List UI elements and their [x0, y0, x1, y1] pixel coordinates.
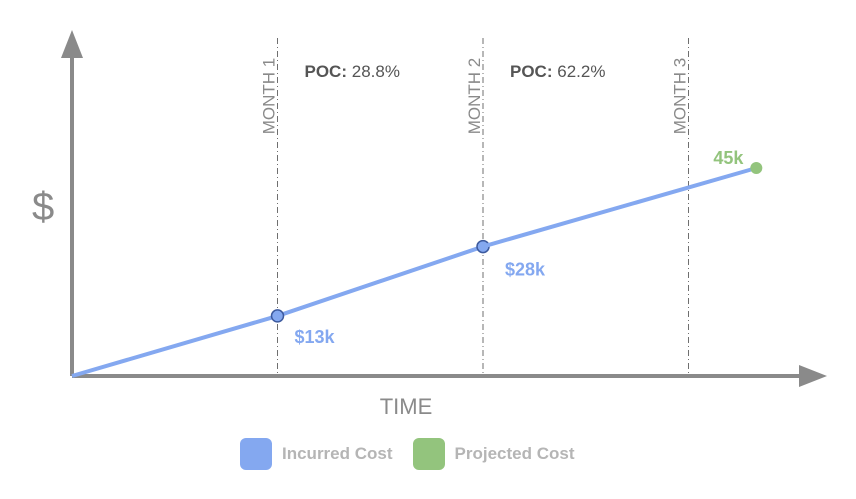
axes	[61, 30, 827, 387]
legend-label-incurred: Incurred Cost	[282, 444, 393, 463]
legend-label-projected: Projected Cost	[454, 444, 575, 463]
series-line	[482, 166, 757, 249]
y-axis-arrow	[61, 30, 83, 58]
poc-key: POC:	[305, 62, 352, 81]
legend-item-incurred: Incurred Cost	[240, 438, 393, 470]
data-point	[750, 162, 763, 174]
month-marker-label: MONTH 1	[260, 58, 279, 135]
axis-labels: $ TIME	[32, 185, 432, 419]
poc-key: POC:	[510, 62, 557, 81]
month-lines: MONTH 1 MONTH 2 MONTH 3	[260, 38, 690, 376]
poc-annotation: POC: 28.8%	[305, 62, 400, 81]
poc-annotation: POC: 62.2%	[510, 62, 605, 81]
data-label: $13k	[295, 327, 336, 347]
poc-annotations: POC: 28.8% POC: 62.2%	[305, 62, 606, 81]
series-lines: $13k $28k 45k	[71, 148, 763, 378]
y-axis-label: $	[32, 185, 54, 229]
legend-swatch-incurred	[240, 438, 272, 470]
poc-value: 28.8%	[352, 62, 400, 81]
legend: Incurred Cost Projected Cost	[240, 438, 585, 470]
poc-value: 62.2%	[557, 62, 605, 81]
legend-swatch-projected	[412, 438, 445, 470]
month-marker-label: MONTH 2	[465, 58, 484, 135]
legend-item-projected: Projected Cost	[412, 438, 575, 470]
month-marker-label: MONTH 3	[671, 58, 690, 135]
x-axis-arrow	[799, 365, 827, 387]
x-axis-label: TIME	[380, 394, 433, 419]
data-label: 45k	[713, 148, 744, 168]
data-point	[270, 309, 285, 323]
data-label: $28k	[505, 260, 546, 280]
